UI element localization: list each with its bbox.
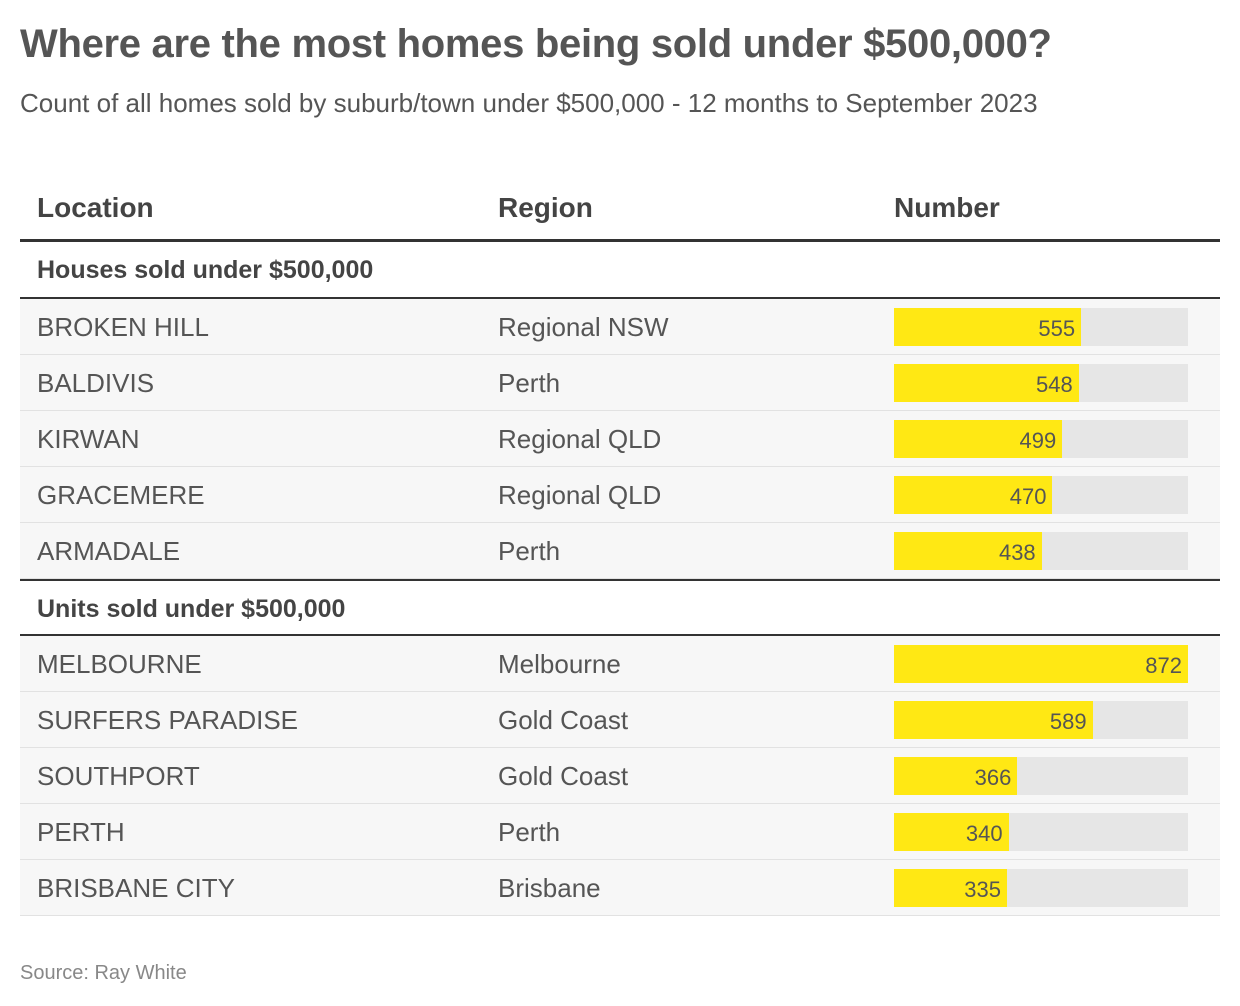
table-body: Houses sold under $500,000 BROKEN HILL Reg… (20, 242, 1220, 916)
source-note: Source: Ray White (20, 962, 187, 984)
table-row: KIRWAN Regional QLD 499 (20, 411, 1220, 467)
location-cell: KIRWAN (37, 424, 140, 454)
bar-track: 548 (894, 364, 1188, 402)
bar-track: 438 (894, 532, 1188, 570)
table-row: SOUTHPORT Gold Coast 366 (20, 748, 1220, 804)
bar-value-label: 335 (964, 877, 1001, 902)
bar-track: 366 (894, 757, 1188, 795)
page-title: Where are the most homes being sold unde… (20, 22, 1052, 66)
bar-value-label: 589 (1049, 709, 1087, 734)
bar: 548 (894, 364, 1079, 402)
location-cell: GRACEMERE (37, 480, 205, 510)
group-header: Houses sold under $500,000 (20, 242, 1220, 299)
bar: 335 (894, 869, 1007, 907)
bar-value-label: 366 (974, 765, 1012, 790)
table-row: SURFERS PARADISE Gold Coast 589 (20, 692, 1220, 748)
location-cell: BRISBANE CITY (37, 873, 235, 903)
location-cell: ARMADALE (37, 536, 181, 566)
bar-value-label: 548 (1036, 372, 1073, 397)
group-label: Units sold under $500,000 (37, 595, 346, 623)
table-row: BALDIVIS Perth 548 (20, 355, 1220, 411)
bar-track: 872 (894, 645, 1188, 683)
table-header: Location Region Number (20, 180, 1220, 242)
region-cell: Gold Coast (498, 761, 629, 791)
bar: 438 (894, 532, 1042, 570)
location-cell: SURFERS PARADISE (37, 705, 299, 735)
table-row: GRACEMERE Regional QLD 470 (20, 467, 1220, 523)
bar: 499 (894, 420, 1063, 458)
bar: 555 (894, 308, 1082, 346)
location-cell: MELBOURNE (37, 649, 202, 679)
column-header-number: Number (894, 192, 1000, 223)
table-row: MELBOURNE Melbourne 872 (20, 636, 1220, 692)
bar: 340 (894, 813, 1009, 851)
region-cell: Perth (498, 368, 561, 398)
table-row: ARMADALE Perth 438 (20, 523, 1220, 579)
bar-track: 340 (894, 813, 1188, 851)
region-cell: Regional QLD (498, 480, 662, 510)
location-cell: PERTH (37, 817, 125, 847)
region-cell: Regional QLD (498, 424, 662, 454)
location-cell: BROKEN HILL (37, 312, 209, 342)
location-cell: BALDIVIS (37, 368, 155, 398)
column-header-location: Location (37, 192, 154, 223)
region-cell: Regional NSW (498, 312, 669, 342)
group-header: Units sold under $500,000 (20, 579, 1220, 636)
table-row: PERTH Perth 340 (20, 804, 1220, 860)
bar-track: 335 (894, 869, 1188, 907)
bar-value-label: 555 (1038, 316, 1076, 341)
bar: 470 (894, 476, 1053, 514)
bar-track: 589 (894, 701, 1188, 739)
bar-track: 470 (894, 476, 1188, 514)
region-cell: Perth (498, 817, 561, 847)
bar-value-label: 470 (1009, 484, 1047, 509)
bar-value-label: 438 (998, 540, 1036, 565)
bar-track: 555 (894, 308, 1188, 346)
bar: 366 (894, 757, 1018, 795)
region-cell: Brisbane (498, 873, 601, 903)
bar-value-label: 340 (965, 821, 1003, 846)
group-label: Houses sold under $500,000 (37, 256, 374, 284)
bar-value-label: 499 (1019, 428, 1057, 453)
location-cell: SOUTHPORT (37, 761, 200, 791)
page-subtitle: Count of all homes sold by suburb/town u… (20, 88, 1038, 118)
region-cell: Gold Coast (498, 705, 629, 735)
bar-value-label: 872 (1145, 653, 1182, 678)
bar: 589 (894, 701, 1093, 739)
region-cell: Perth (498, 536, 561, 566)
column-header-region: Region (498, 192, 593, 223)
table-row: BRISBANE CITY Brisbane 335 (20, 860, 1220, 916)
sales-table: Location Region Number Houses sold under… (20, 180, 1220, 916)
bar-track: 499 (894, 420, 1188, 458)
region-cell: Melbourne (498, 649, 621, 679)
bar: 872 (894, 645, 1188, 683)
table-row: BROKEN HILL Regional NSW 555 (20, 299, 1220, 355)
